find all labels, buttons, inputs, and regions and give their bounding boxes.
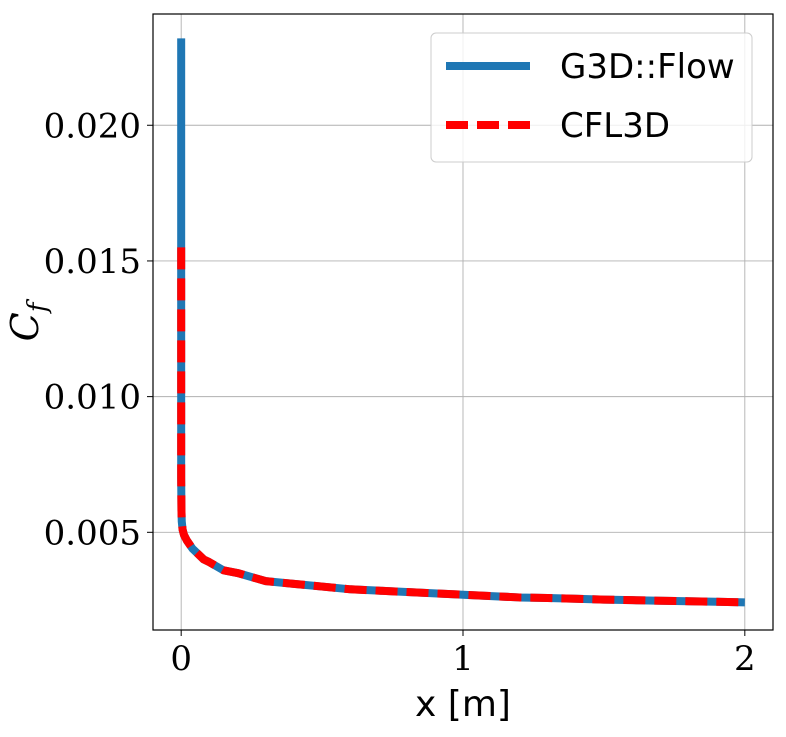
series-line-cfl3d <box>177 247 745 607</box>
y-tick-label: 0.005 <box>44 513 141 553</box>
series-lines <box>177 38 745 607</box>
legend-label-g3d-flow: G3D::Flow <box>560 47 735 87</box>
legend: G3D::Flow CFL3D <box>430 32 753 163</box>
axis-tick-labels: 0 1 2 0.005 0.010 0.015 0.020 <box>44 106 756 679</box>
axis-ticks <box>147 124 746 636</box>
y-tick-label: 0.010 <box>44 378 141 418</box>
x-tick-label: 2 <box>734 639 756 679</box>
x-tick-label: 0 <box>170 639 192 679</box>
legend-label-cfl3d: CFL3D <box>560 106 670 146</box>
y-tick-label: 0.020 <box>44 106 141 146</box>
x-axis-label: x [m] <box>415 684 511 725</box>
x-tick-label: 1 <box>452 639 474 679</box>
y-tick-label: 0.015 <box>44 242 141 282</box>
y-axis-label-main: C <box>3 312 47 341</box>
